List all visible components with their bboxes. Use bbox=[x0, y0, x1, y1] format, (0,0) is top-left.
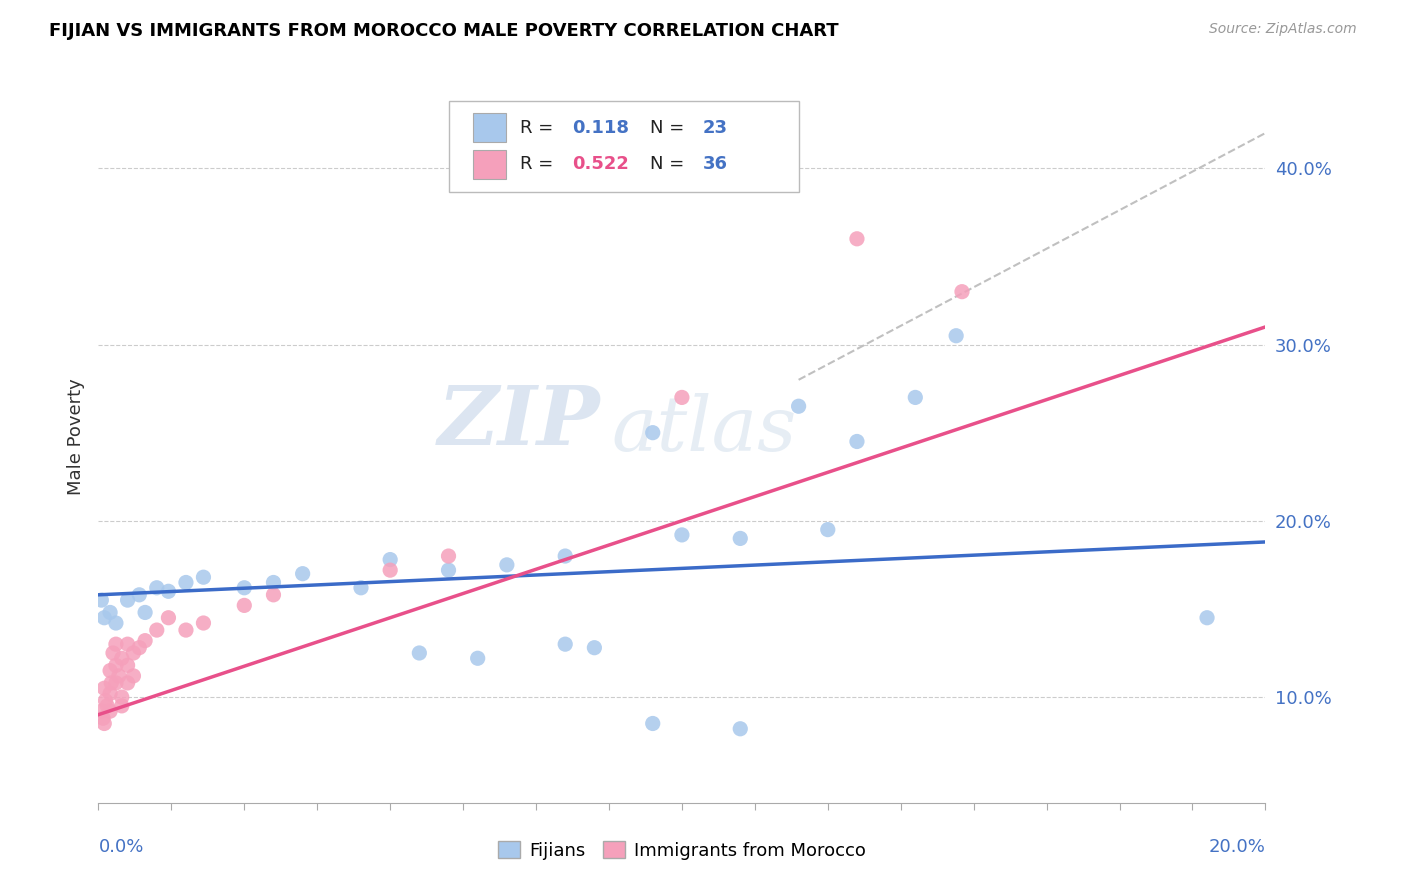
Point bbox=[380, 563, 402, 577]
Point bbox=[671, 528, 693, 542]
Point bbox=[98, 704, 121, 718]
Point bbox=[174, 575, 197, 590]
Text: FIJIAN VS IMMIGRANTS FROM MOROCCO MALE POVERTY CORRELATION CHART: FIJIAN VS IMMIGRANTS FROM MOROCCO MALE P… bbox=[49, 22, 839, 40]
Point bbox=[787, 399, 810, 413]
Point bbox=[193, 570, 215, 584]
Point bbox=[90, 704, 112, 718]
Point bbox=[94, 693, 117, 707]
Point bbox=[437, 549, 460, 563]
Text: N =: N = bbox=[651, 155, 690, 173]
Point bbox=[730, 722, 752, 736]
Point bbox=[104, 676, 127, 690]
Point bbox=[134, 606, 156, 620]
Point bbox=[467, 651, 489, 665]
Point bbox=[174, 623, 197, 637]
Point bbox=[408, 646, 430, 660]
Point bbox=[291, 566, 314, 581]
Point bbox=[111, 651, 134, 665]
Point bbox=[496, 558, 519, 572]
Point bbox=[904, 391, 927, 405]
Point bbox=[98, 664, 121, 678]
Text: R =: R = bbox=[520, 119, 558, 136]
Point bbox=[117, 676, 139, 690]
Point bbox=[437, 563, 460, 577]
Point bbox=[104, 658, 127, 673]
Point bbox=[111, 690, 134, 704]
FancyBboxPatch shape bbox=[472, 113, 506, 143]
Point bbox=[96, 698, 118, 713]
Point bbox=[641, 716, 664, 731]
Point bbox=[101, 646, 124, 660]
Point bbox=[100, 676, 122, 690]
Point bbox=[846, 434, 869, 449]
Text: ZIP: ZIP bbox=[437, 383, 600, 462]
FancyBboxPatch shape bbox=[449, 101, 799, 192]
Point bbox=[157, 584, 180, 599]
Point bbox=[117, 658, 139, 673]
Text: 20.0%: 20.0% bbox=[1209, 838, 1265, 856]
Text: 36: 36 bbox=[703, 155, 728, 173]
Text: N =: N = bbox=[651, 119, 690, 136]
FancyBboxPatch shape bbox=[472, 150, 506, 179]
Point bbox=[641, 425, 664, 440]
Point bbox=[111, 698, 134, 713]
Point bbox=[134, 633, 156, 648]
Point bbox=[233, 581, 256, 595]
Point bbox=[554, 549, 576, 563]
Point bbox=[93, 716, 115, 731]
Point bbox=[146, 623, 169, 637]
Point bbox=[90, 593, 112, 607]
Point bbox=[104, 615, 127, 630]
Point bbox=[108, 669, 131, 683]
Point bbox=[98, 686, 121, 700]
Point bbox=[350, 581, 373, 595]
Point bbox=[262, 575, 284, 590]
Point bbox=[950, 285, 973, 299]
Point bbox=[146, 581, 169, 595]
Point bbox=[945, 328, 967, 343]
Text: 0.522: 0.522 bbox=[572, 155, 628, 173]
Text: R =: R = bbox=[520, 155, 558, 173]
Point bbox=[730, 532, 752, 546]
Text: 23: 23 bbox=[703, 119, 728, 136]
Point bbox=[104, 637, 127, 651]
Text: atlas: atlas bbox=[612, 392, 797, 467]
Text: 0.0%: 0.0% bbox=[98, 838, 143, 856]
Point bbox=[554, 637, 576, 651]
Y-axis label: Male Poverty: Male Poverty bbox=[66, 379, 84, 495]
Point bbox=[122, 669, 145, 683]
Point bbox=[233, 599, 256, 613]
Point bbox=[380, 552, 402, 566]
Point bbox=[846, 232, 869, 246]
Text: Source: ZipAtlas.com: Source: ZipAtlas.com bbox=[1209, 22, 1357, 37]
Text: 0.118: 0.118 bbox=[572, 119, 630, 136]
Point bbox=[671, 391, 693, 405]
Point bbox=[157, 611, 180, 625]
Point bbox=[91, 711, 114, 725]
Point bbox=[93, 681, 115, 696]
Point bbox=[193, 615, 215, 630]
Point bbox=[262, 588, 284, 602]
Point bbox=[117, 637, 139, 651]
Point bbox=[583, 640, 606, 655]
Point bbox=[1195, 611, 1218, 625]
Point bbox=[93, 611, 115, 625]
Point bbox=[117, 593, 139, 607]
Point bbox=[122, 646, 145, 660]
Point bbox=[98, 606, 121, 620]
Point bbox=[128, 640, 150, 655]
Point bbox=[128, 588, 150, 602]
Point bbox=[817, 523, 839, 537]
Legend: Fijians, Immigrants from Morocco: Fijians, Immigrants from Morocco bbox=[491, 834, 873, 867]
